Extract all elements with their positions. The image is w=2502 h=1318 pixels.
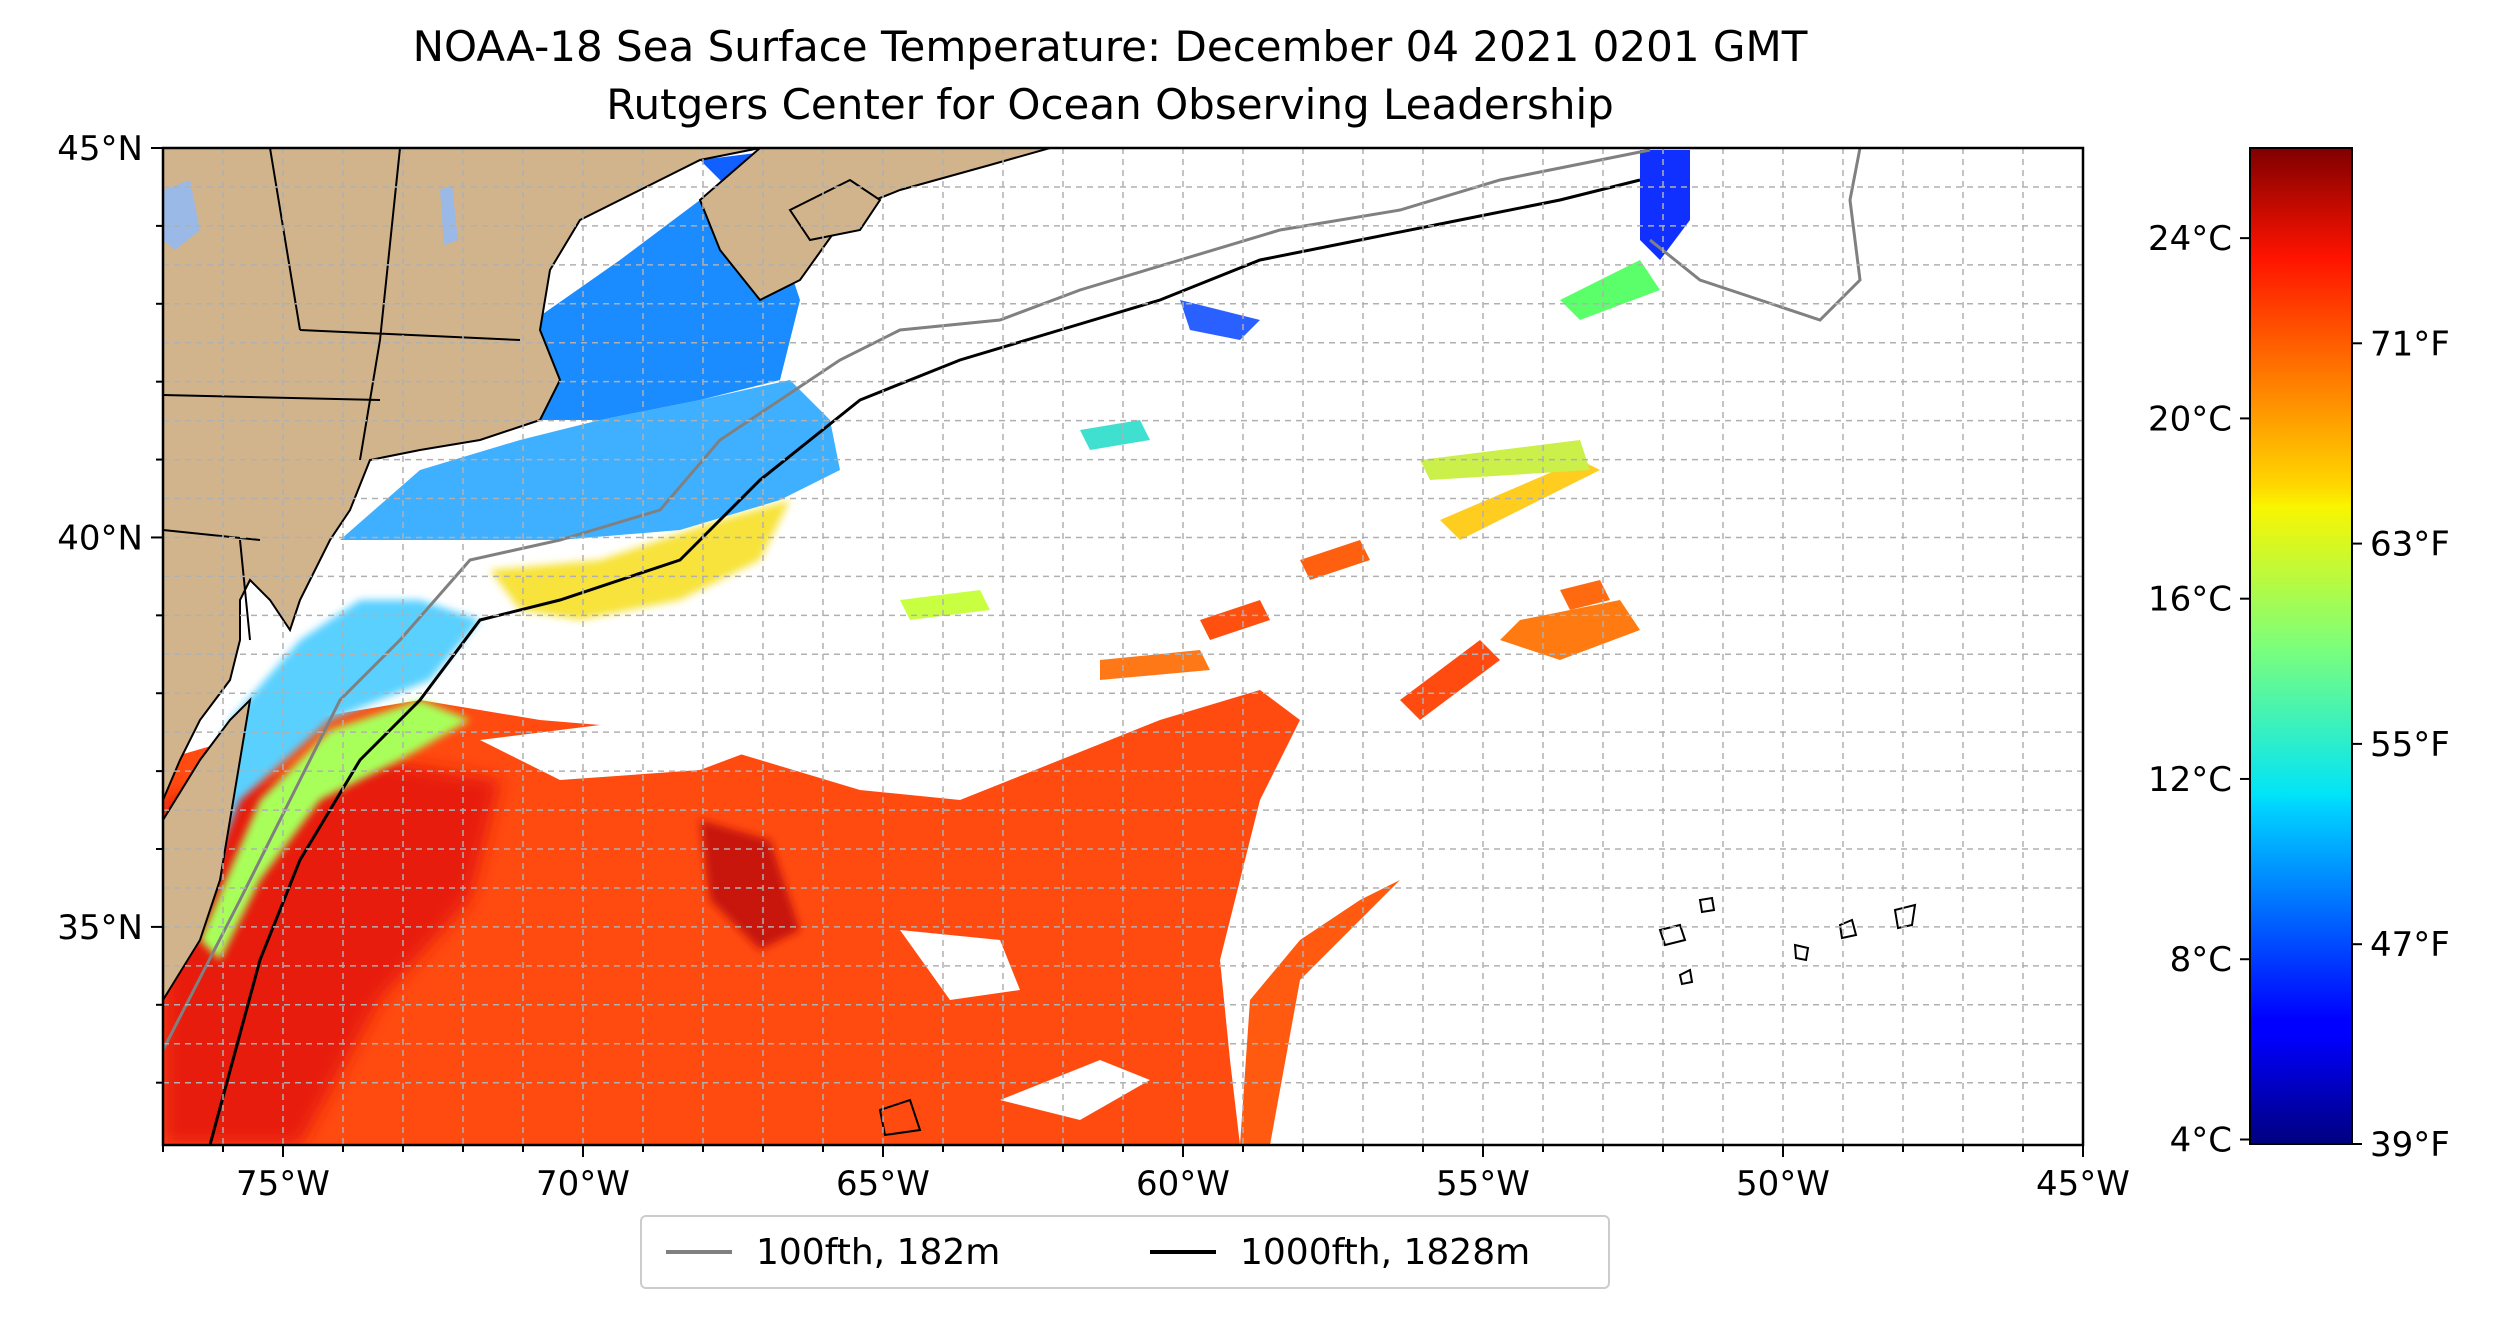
colorbar-f-label: 47°F	[2370, 925, 2450, 965]
sst-map	[163, 148, 2083, 1145]
colorbar-f-label: 39°F	[2370, 1125, 2450, 1165]
colorbar-celsius-ticks: 24°C 20°C 16°C 12°C 8°C 4°C	[2148, 219, 2250, 1160]
colorbar-f-label: 63°F	[2370, 525, 2450, 565]
legend-entry-1000fth: 1000fth, 1828m	[1150, 1217, 1530, 1287]
gridlines	[163, 148, 2083, 1145]
warm-fragment	[1440, 460, 1600, 540]
shelf-water	[165, 600, 480, 960]
lake	[163, 180, 200, 250]
legend-label: 100fth, 182m	[756, 1231, 1001, 1273]
lon-tick-label: 70°W	[536, 1164, 630, 1204]
cool-fragment	[1080, 420, 1150, 450]
latitude-ticks: 45°N 40°N 35°N	[57, 129, 163, 1084]
warm-fragment	[1560, 580, 1610, 610]
cold-fragment	[1640, 150, 1690, 260]
colorbar-f-label: 71°F	[2370, 324, 2450, 364]
colorbar-c-label: 12°C	[2148, 760, 2232, 800]
lon-tick-label: 50°W	[1736, 1164, 1830, 1204]
legend-entry-100fth: 100fth, 182m	[666, 1217, 1000, 1287]
warm-fragment	[1400, 640, 1500, 720]
lon-tick-label: 45°W	[2036, 1164, 2130, 1204]
colorbar-c-label: 4°C	[2170, 1120, 2232, 1160]
lon-tick-label: 75°W	[236, 1164, 330, 1204]
lake	[440, 185, 458, 245]
warm-fragment	[1200, 600, 1270, 640]
seamount-contour	[878, 1098, 922, 1137]
lat-tick-label: 45°N	[57, 129, 143, 169]
carolina-land	[163, 697, 252, 1002]
lat-tick-label: 40°N	[57, 518, 143, 558]
colorbar-fahrenheit-ticks: 71°F 63°F 55°F 47°F 39°F	[2352, 324, 2450, 1165]
colorbar	[2249, 147, 2353, 1145]
chart-subtitle: Rutgers Center for Ocean Observing Leade…	[606, 80, 1614, 129]
slope-water-yellow	[490, 500, 790, 620]
legend: 100fth, 182m 1000fth, 1828m	[640, 1215, 1610, 1289]
warm-eddy-patch	[700, 820, 800, 950]
slope-water	[200, 700, 470, 960]
lat-tick-label: 35°N	[57, 908, 143, 948]
warm-fragment	[1300, 540, 1370, 580]
seamount-contours	[1658, 896, 1917, 986]
contour-1000fth	[208, 178, 1641, 1145]
cloud-gap	[900, 930, 1020, 1000]
cloud-gap	[480, 720, 780, 780]
colorbar-c-label: 20°C	[2148, 399, 2232, 439]
cold-fragment	[1180, 300, 1260, 340]
cool-fragment	[900, 590, 990, 620]
lon-tick-label: 55°W	[1436, 1164, 1530, 1204]
legend-swatch-gray	[666, 1250, 732, 1254]
colorbar-c-label: 24°C	[2148, 219, 2232, 259]
land-areas	[163, 148, 1051, 1002]
lon-tick-label: 60°W	[1136, 1164, 1230, 1204]
warm-streak	[1240, 880, 1400, 1145]
state-borders	[163, 148, 521, 641]
legend-swatch-black	[1150, 1250, 1216, 1254]
cloud-gap	[1000, 1060, 1150, 1120]
contour-100fth	[163, 148, 1651, 1051]
lon-tick-label: 65°W	[836, 1164, 930, 1204]
contour-100fth-grand-banks	[1649, 148, 1862, 322]
legend-label: 1000fth, 1828m	[1240, 1231, 1531, 1273]
chart-title: NOAA-18 Sea Surface Temperature: Decembe…	[412, 22, 1808, 71]
longitude-ticks: 75°W 70°W 65°W 60°W 55°W 50°W 45°W	[162, 1145, 2130, 1204]
colorbar-f-label: 55°F	[2370, 725, 2450, 765]
colorbar-c-label: 16°C	[2148, 580, 2232, 620]
nova-scotia-land	[788, 178, 882, 242]
cool-fragment	[1560, 260, 1660, 320]
colorbar-c-label: 8°C	[2170, 940, 2232, 980]
